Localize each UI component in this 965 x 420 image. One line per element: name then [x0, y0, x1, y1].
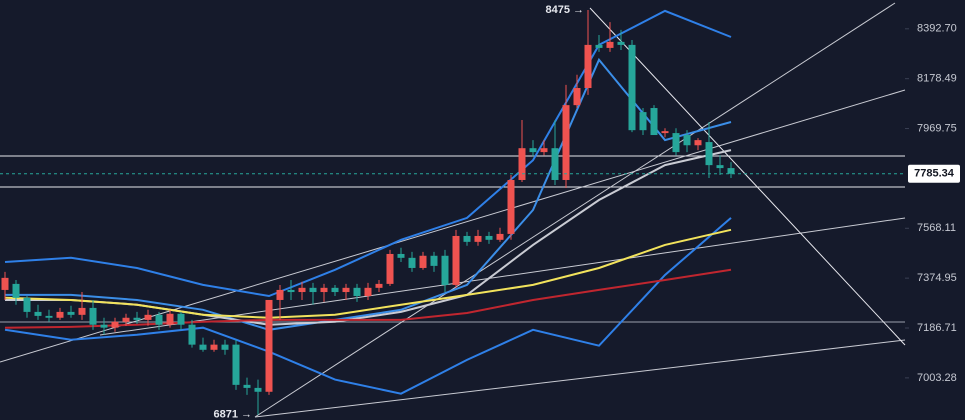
candle-body — [144, 314, 152, 320]
candle-body — [364, 287, 372, 296]
candle-body — [639, 112, 647, 131]
candle-body — [23, 297, 31, 312]
candle-body — [705, 142, 713, 166]
candles — [1, 9, 735, 415]
candle-body — [342, 287, 350, 293]
candle-body — [595, 44, 603, 48]
candle-body — [133, 317, 141, 320]
candle-body — [529, 148, 537, 153]
candle-body — [683, 135, 691, 146]
candle-body — [375, 283, 383, 288]
candle-body — [265, 299, 273, 392]
candle-body — [166, 313, 174, 325]
candle-body — [606, 41, 614, 48]
candle-body — [188, 324, 196, 345]
indicator-line — [5, 57, 732, 331]
last-price-box — [908, 164, 960, 183]
y-tick-label: 7568.11 — [917, 222, 956, 234]
candle-body — [419, 255, 427, 268]
candle-body — [452, 235, 460, 285]
candle-body — [12, 283, 20, 298]
y-tick-label: 7969.75 — [917, 122, 957, 134]
candle-body — [155, 314, 163, 325]
low-annotation: 6871 → — [213, 409, 252, 420]
last-price-label: 7785.34 — [914, 168, 955, 180]
candle-body — [562, 105, 570, 180]
candle-body — [232, 344, 240, 385]
candle-body — [1, 277, 9, 290]
candle-body — [650, 108, 658, 136]
candle-body — [199, 344, 207, 350]
candle-body — [397, 253, 405, 258]
candle-body — [551, 148, 559, 180]
candle-body — [331, 287, 339, 293]
candle-body — [617, 41, 625, 45]
candle-body — [177, 313, 185, 325]
candle-body — [34, 311, 42, 316]
trend-line — [254, 339, 906, 418]
candle-body — [661, 131, 669, 134]
candle-body — [507, 179, 515, 234]
high-annotation: 8475 → — [545, 4, 584, 16]
candle-body — [430, 255, 438, 266]
candle-body — [287, 289, 295, 293]
y-tick-label: 8392.70 — [917, 23, 957, 35]
candle-body — [309, 287, 317, 293]
candle-body — [45, 315, 53, 318]
candle-body — [573, 88, 581, 106]
indicator-line — [4, 217, 732, 395]
candle-body — [628, 44, 636, 131]
candle-body — [100, 324, 108, 328]
candle-body — [78, 307, 86, 315]
price-axis: 8392.70 8178.49 7969.75 7568.11 7374.95 7186.… — [905, 23, 957, 384]
candle-body — [672, 133, 680, 153]
candle-body — [441, 255, 449, 285]
candle-body — [56, 311, 64, 318]
trend-line — [589, 7, 906, 346]
candle-body — [474, 235, 482, 242]
candle-body — [122, 317, 130, 322]
candle-body — [716, 165, 724, 169]
candle-body — [111, 321, 119, 328]
candle-body — [276, 289, 284, 300]
candle-body — [518, 148, 526, 180]
candle-body — [584, 44, 592, 89]
candle-body — [496, 233, 504, 240]
candle-body — [727, 168, 735, 174]
candle-body — [298, 287, 306, 293]
y-tick-label: 7374.95 — [917, 272, 957, 284]
candle-body — [485, 235, 493, 240]
candle-body — [386, 253, 394, 284]
indicator-line — [4, 228, 732, 319]
candle-body — [210, 344, 218, 350]
trend-line — [254, 2, 896, 418]
candle-body — [540, 148, 548, 153]
y-tick-label: 8178.49 — [917, 73, 957, 85]
y-tick-label: 7186.71 — [917, 322, 957, 334]
y-tick-label: 7003.28 — [917, 372, 957, 384]
candle-body — [463, 235, 471, 242]
candle-body — [353, 287, 361, 296]
candle-body — [243, 384, 251, 388]
candle-body — [221, 344, 229, 350]
candle-body — [408, 257, 416, 268]
candle-body — [254, 387, 262, 392]
candle-body — [694, 140, 702, 146]
candle-body — [320, 287, 328, 293]
candle-body — [67, 311, 75, 315]
candle-body — [89, 307, 97, 325]
